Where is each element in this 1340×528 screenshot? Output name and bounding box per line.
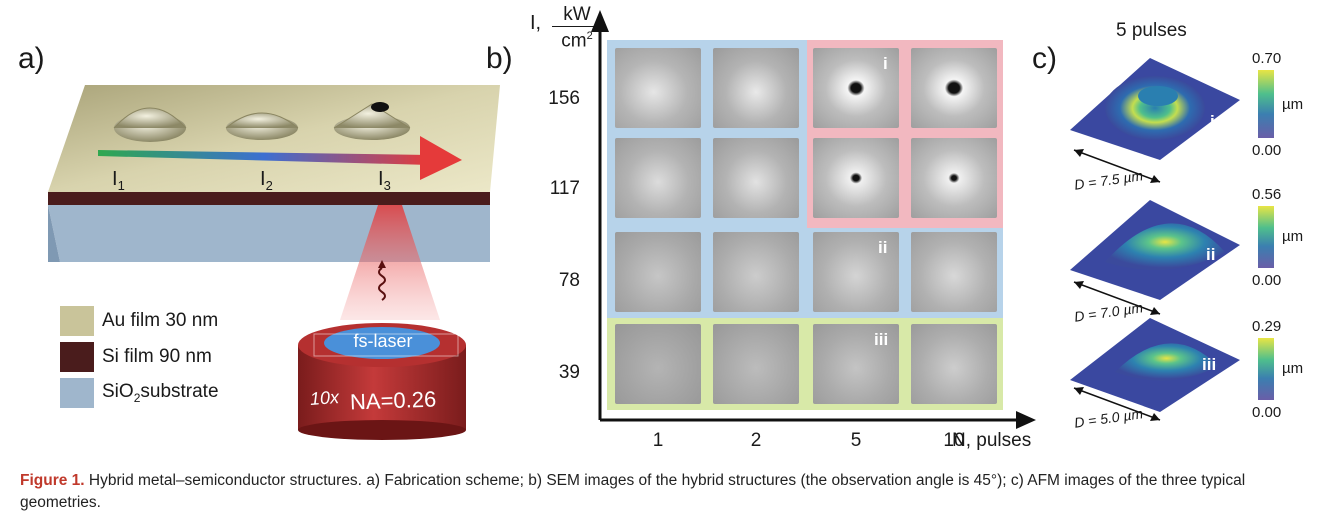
- panel-b: b) I, kW cm2 i ii iii 156 117 78 39 1 2 …: [480, 0, 1040, 460]
- y-tick: 78: [558, 270, 580, 291]
- caption-text: Hybrid metal–semiconductor structures. a…: [20, 472, 1246, 511]
- sem-image: [911, 232, 997, 312]
- sem-image: [911, 138, 997, 218]
- fabrication-scheme: [48, 85, 500, 440]
- sem-image: [813, 232, 899, 312]
- sem-image: [813, 48, 899, 128]
- afm-marker-iii: iii: [1202, 355, 1217, 374]
- sem-image: [813, 138, 899, 218]
- colorbar-iii: [1258, 338, 1274, 400]
- afm-marker-ii: ii: [1206, 245, 1216, 264]
- panel-a: a): [0, 0, 500, 440]
- sem-image: [615, 324, 701, 404]
- intensity-arrow: [420, 136, 462, 180]
- panel-c: c) 5 pulses: [1030, 0, 1340, 460]
- legend-au: Au film 30 nm: [60, 305, 218, 337]
- x-tick: 10: [943, 430, 965, 451]
- sem-image: [813, 324, 899, 404]
- colorbar-min: 0.00: [1252, 142, 1282, 159]
- panel-a-label: a): [18, 42, 45, 75]
- intensity-label-2: I2: [260, 168, 273, 193]
- figure-label: Figure 1.: [20, 472, 85, 489]
- legend-sio2: SiO2substrate: [60, 377, 219, 409]
- objective-mag: 10x: [309, 387, 340, 409]
- colorbar-max: 0.29: [1252, 318, 1282, 335]
- colorbar-unit: µm: [1282, 228, 1304, 245]
- panel-b-label: b): [486, 42, 513, 75]
- x-tick: 2: [750, 430, 762, 451]
- y-axis-unit-den: cm2: [561, 30, 593, 52]
- legend-swatch-si: [60, 342, 94, 372]
- afm-maps: [1070, 58, 1274, 421]
- y-tick: 39: [558, 362, 580, 383]
- sem-image: [713, 48, 799, 128]
- y-axis-unit-num: kW: [552, 4, 602, 27]
- objective-label: fs-laser: [353, 331, 413, 351]
- x-tick: 5: [850, 430, 862, 451]
- intensity-label-3: I3: [378, 168, 391, 193]
- colorbar-min: 0.00: [1252, 404, 1282, 421]
- marker-ii: ii: [878, 238, 888, 257]
- colorbar-ii: [1258, 206, 1274, 268]
- legend-si: Si film 90 nm: [60, 341, 212, 373]
- colorbar-max: 0.56: [1252, 186, 1282, 203]
- colorbar-unit: µm: [1282, 360, 1304, 377]
- colorbar-i: [1258, 70, 1274, 138]
- si-layer: [48, 192, 490, 205]
- sem-image: [713, 232, 799, 312]
- x-axis-label: N, pulses: [952, 430, 1032, 451]
- sem-image: [615, 232, 701, 312]
- y-axis-label: I,: [530, 12, 542, 34]
- legend-swatch-sio2: [60, 378, 94, 408]
- colorbar-min: 0.00: [1252, 272, 1282, 289]
- y-tick: 156: [548, 88, 580, 109]
- sem-image: [911, 324, 997, 404]
- panel-c-title: 5 pulses: [1116, 20, 1187, 41]
- panel-c-label: c): [1032, 42, 1057, 75]
- afm-marker-i: i: [1210, 112, 1215, 131]
- colorbar-unit: µm: [1282, 96, 1304, 113]
- sem-image: [615, 48, 701, 128]
- x-tick: 1: [652, 430, 664, 451]
- figure-caption: Figure 1. Hybrid metal–semiconductor str…: [20, 470, 1320, 514]
- marker-iii: iii: [874, 330, 889, 349]
- sem-image: [911, 48, 997, 128]
- sem-image: [615, 138, 701, 218]
- y-tick: 117: [549, 178, 580, 199]
- legend-swatch-au: [60, 306, 94, 336]
- sio2-substrate: [48, 205, 490, 262]
- sem-image: [713, 138, 799, 218]
- colorbar-max: 0.70: [1252, 50, 1282, 67]
- sem-image: [713, 324, 799, 404]
- laser-beam: [340, 205, 440, 320]
- objective-na: NA=0.26: [349, 386, 437, 415]
- intensity-label-1: I1: [112, 168, 125, 193]
- marker-i: i: [883, 54, 888, 73]
